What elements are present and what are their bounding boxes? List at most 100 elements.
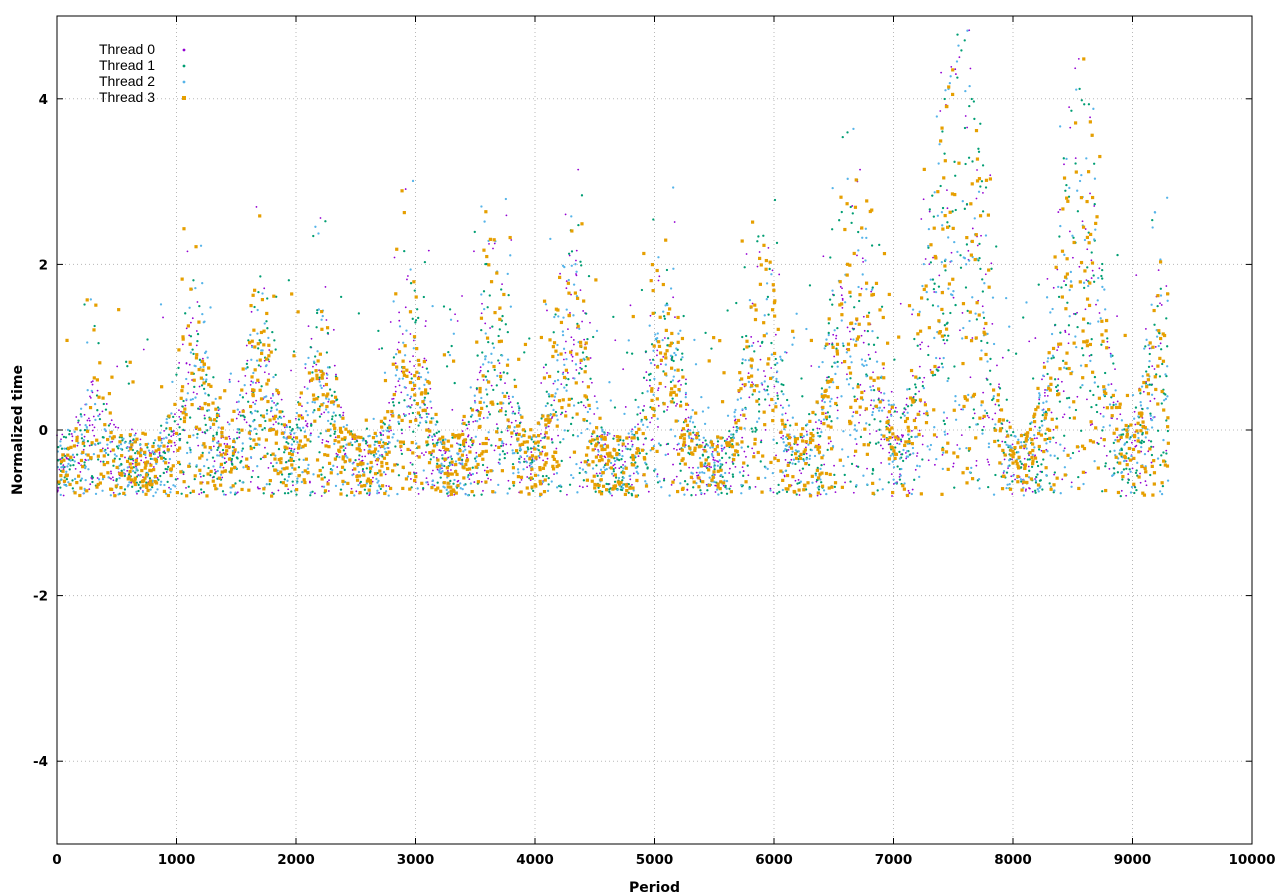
point (968, 85, 971, 88)
point (254, 427, 257, 430)
point (629, 448, 632, 451)
point (911, 446, 915, 450)
point (1125, 440, 1129, 444)
point (451, 408, 454, 411)
point (595, 464, 598, 467)
point (224, 436, 228, 440)
point (1083, 238, 1087, 242)
point (478, 417, 481, 421)
point (788, 461, 792, 464)
point (295, 481, 299, 484)
point (1090, 133, 1094, 137)
point (846, 455, 850, 459)
point (461, 295, 463, 297)
point (553, 380, 557, 383)
point (312, 360, 316, 363)
point (933, 282, 936, 285)
point (748, 298, 752, 302)
point (826, 424, 830, 428)
point (921, 435, 924, 437)
point (321, 466, 325, 469)
point (212, 445, 215, 448)
point (245, 421, 248, 424)
point (756, 265, 759, 268)
point (86, 419, 89, 422)
point (375, 477, 378, 481)
point (974, 336, 978, 340)
point (132, 438, 135, 441)
point (541, 475, 545, 478)
point (690, 494, 693, 497)
point (279, 470, 283, 474)
point (383, 416, 387, 420)
point (642, 443, 645, 446)
point (449, 318, 453, 321)
point (1041, 424, 1044, 427)
point (1063, 253, 1066, 256)
point (720, 491, 723, 495)
point (802, 488, 806, 492)
point (1142, 440, 1146, 444)
point (774, 333, 777, 336)
point (532, 445, 536, 448)
point (620, 458, 623, 461)
point (252, 371, 255, 375)
point (1053, 454, 1056, 457)
point (769, 376, 773, 381)
point (152, 466, 155, 468)
point (527, 492, 531, 496)
point (1050, 332, 1054, 336)
point (127, 473, 131, 476)
point (441, 470, 444, 473)
point (789, 424, 792, 427)
point (250, 375, 254, 379)
point (500, 288, 503, 291)
point (1061, 359, 1065, 363)
point (237, 451, 240, 454)
point (383, 447, 386, 450)
point (367, 488, 371, 492)
point (126, 469, 129, 472)
point (845, 351, 848, 354)
point (740, 492, 743, 495)
point (205, 378, 208, 381)
point (185, 377, 188, 381)
point (113, 423, 115, 426)
point (879, 444, 882, 447)
point (870, 290, 873, 293)
point (249, 383, 252, 386)
point (964, 263, 968, 266)
point (773, 385, 776, 388)
point (301, 471, 304, 474)
point (1119, 413, 1122, 416)
point (996, 364, 998, 367)
point (865, 422, 868, 425)
point (1081, 329, 1085, 333)
point (625, 351, 629, 354)
point (921, 381, 924, 383)
point (670, 484, 673, 486)
point (192, 352, 195, 356)
point (1120, 489, 1123, 492)
point (672, 463, 674, 466)
point (260, 385, 263, 388)
point (335, 455, 338, 458)
point (766, 362, 770, 366)
point (1005, 398, 1008, 401)
point (326, 331, 330, 335)
point (762, 234, 765, 237)
point (841, 287, 843, 290)
point (808, 412, 811, 416)
point (905, 457, 908, 460)
point (363, 448, 366, 451)
point (608, 432, 611, 435)
point (228, 435, 231, 438)
point (666, 409, 668, 411)
point (162, 444, 166, 448)
point (1125, 467, 1128, 470)
point (571, 355, 574, 358)
point (456, 442, 458, 445)
point (561, 333, 565, 337)
point (684, 382, 687, 385)
point (65, 338, 69, 343)
